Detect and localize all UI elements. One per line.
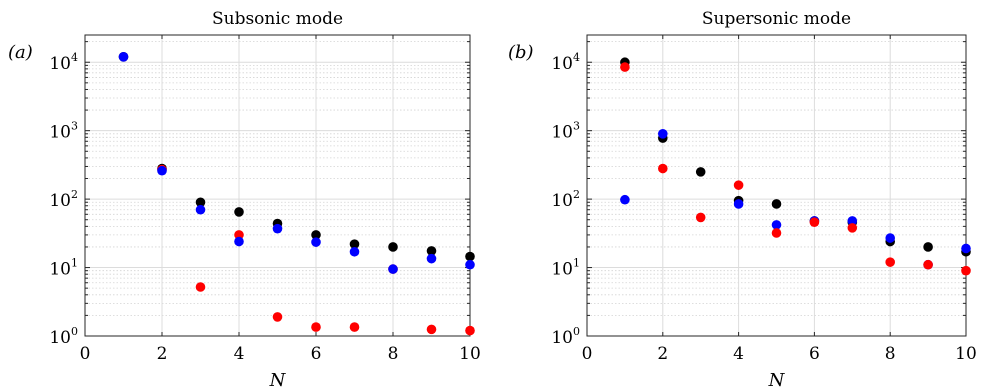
data-point bbox=[658, 129, 668, 139]
panel-1: 0 2 4 6 8 10 100 101 102 103 104 Supersonic mode (b)… bbox=[508, 9, 977, 391]
data-point bbox=[771, 220, 782, 230]
x-tick-label: 4 bbox=[733, 344, 744, 364]
x-tick-label: 6 bbox=[809, 344, 820, 364]
y-tick-label: 102 bbox=[49, 188, 78, 211]
data-point bbox=[847, 223, 858, 233]
data-point bbox=[311, 322, 321, 332]
data-point bbox=[195, 197, 206, 208]
series-0 bbox=[620, 57, 971, 257]
y-tick-label: 102 bbox=[551, 188, 580, 211]
data-point bbox=[733, 180, 744, 190]
panel-label: (b) bbox=[508, 42, 534, 63]
data-point bbox=[885, 257, 895, 267]
data-point bbox=[349, 246, 360, 257]
data-point bbox=[349, 322, 360, 332]
data-point bbox=[388, 242, 398, 252]
data-point bbox=[885, 233, 895, 243]
x-tick-label: 10 bbox=[459, 344, 481, 364]
data-point bbox=[388, 264, 398, 274]
series-2 bbox=[620, 62, 971, 276]
data-point bbox=[311, 230, 321, 240]
x-tick-label: 4 bbox=[234, 344, 245, 364]
x-tick-label: 6 bbox=[311, 344, 322, 364]
data-point bbox=[809, 217, 820, 227]
data-point bbox=[195, 282, 206, 292]
data-point bbox=[465, 325, 475, 336]
data-point bbox=[234, 207, 244, 217]
data-point bbox=[234, 236, 244, 247]
data-point bbox=[923, 242, 933, 252]
data-point bbox=[157, 165, 167, 176]
data-point bbox=[923, 259, 933, 270]
axes-frame bbox=[84, 34, 471, 337]
grid bbox=[84, 35, 471, 337]
x-axis-label: N bbox=[269, 370, 287, 391]
data-point bbox=[426, 253, 437, 264]
grid bbox=[586, 35, 967, 337]
data-point bbox=[272, 312, 283, 322]
y-tick-label: 100 bbox=[551, 325, 580, 348]
x-tick-label: 8 bbox=[388, 344, 399, 364]
data-point bbox=[695, 212, 706, 223]
y-tick-label: 103 bbox=[551, 120, 580, 143]
chart-title: Subsonic mode bbox=[212, 9, 343, 29]
data-point bbox=[695, 167, 706, 177]
data-point bbox=[620, 194, 630, 205]
x-tick-label: 0 bbox=[582, 344, 593, 364]
x-tick-label: 2 bbox=[657, 344, 668, 364]
series-2 bbox=[118, 52, 475, 274]
x-axis-label: N bbox=[768, 370, 786, 391]
data-point bbox=[426, 246, 437, 256]
data-point bbox=[426, 324, 437, 335]
data-point bbox=[311, 237, 321, 247]
x-tick-label: 2 bbox=[157, 344, 168, 364]
data-point bbox=[234, 230, 244, 240]
y-tick-label: 101 bbox=[49, 257, 78, 280]
data-point bbox=[349, 239, 360, 249]
series-0 bbox=[118, 52, 475, 262]
y-tick-label: 104 bbox=[49, 51, 78, 74]
data-point bbox=[847, 216, 858, 226]
data-point bbox=[733, 199, 744, 209]
data-point bbox=[118, 52, 129, 62]
data-point bbox=[961, 265, 971, 276]
panel-label: (a) bbox=[8, 42, 33, 63]
x-tick-label: 0 bbox=[80, 344, 91, 364]
x-tick-label: 10 bbox=[955, 344, 977, 364]
chart-title: Supersonic mode bbox=[702, 9, 851, 29]
data-point bbox=[961, 243, 971, 254]
data-point bbox=[195, 204, 206, 215]
y-tick-label: 101 bbox=[551, 257, 580, 280]
x-tick-label: 8 bbox=[885, 344, 896, 364]
data-point bbox=[620, 62, 630, 72]
axes-frame bbox=[586, 34, 967, 337]
y-tick-label: 100 bbox=[49, 325, 78, 348]
data-point bbox=[465, 259, 475, 270]
data-point bbox=[272, 223, 283, 234]
y-tick-label: 103 bbox=[49, 120, 78, 143]
data-point bbox=[771, 228, 782, 238]
data-point bbox=[658, 163, 668, 174]
data-point bbox=[465, 251, 475, 262]
y-tick-label: 104 bbox=[551, 51, 580, 74]
panel-0: 0 2 4 6 8 10 100 101 102 103 104 Subsonic mode (a) N bbox=[8, 9, 481, 391]
data-point bbox=[771, 199, 782, 209]
